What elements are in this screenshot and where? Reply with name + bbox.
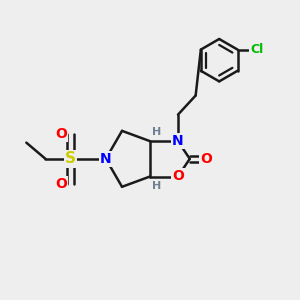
Text: H: H: [152, 181, 161, 191]
Text: S: S: [65, 151, 76, 166]
Text: Cl: Cl: [250, 43, 263, 56]
Text: O: O: [55, 177, 67, 191]
Text: O: O: [55, 127, 67, 141]
Text: N: N: [100, 152, 112, 166]
Text: O: O: [172, 169, 184, 184]
Text: O: O: [200, 152, 212, 166]
Text: N: N: [172, 134, 184, 148]
Text: H: H: [152, 127, 161, 137]
